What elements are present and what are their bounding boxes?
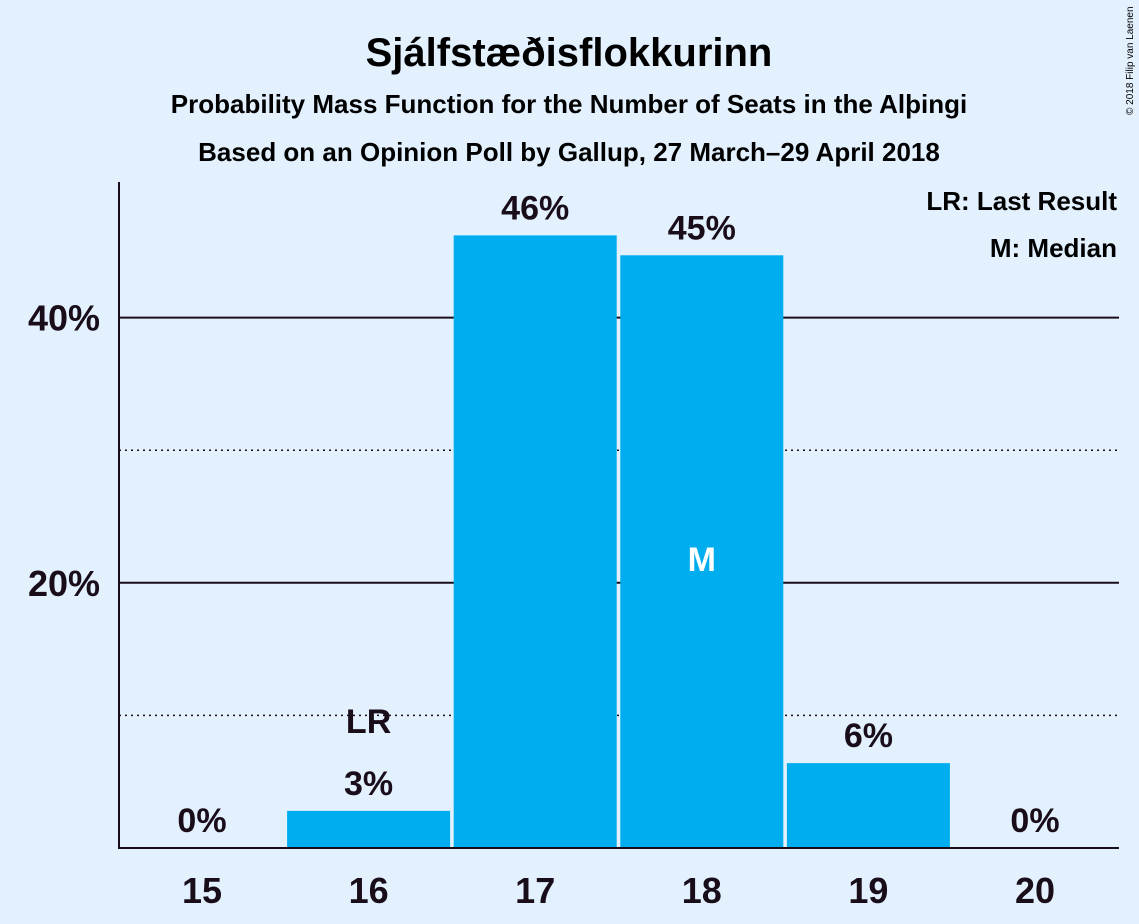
legend-last-result: LR: Last Result [926,186,1117,216]
last-result-marker: LR [346,703,391,741]
x-tick-label: 19 [848,870,888,911]
chart-source: Based on an Opinion Poll by Gallup, 27 M… [198,137,940,167]
bar-17 [453,235,617,848]
y-tick-label: 20% [28,563,100,604]
data-label-20: 0% [1010,802,1059,840]
grid-lines [119,316,1119,717]
bar-16 [287,810,451,848]
x-tick-label: 16 [349,870,389,911]
axes: 20% 40% 15 16 17 18 19 20 [28,182,1119,911]
x-tick-label: 15 [182,870,222,911]
x-tick-label: 18 [682,870,722,911]
chart-subtitle: Probability Mass Function for the Number… [171,89,967,119]
x-tick-label: 20 [1015,870,1055,911]
y-tick-label: 40% [28,298,100,339]
bar-18 [620,255,784,848]
data-label-16: 3% [344,765,393,803]
copyright-text: © 2018 Filip van Laenen [1125,6,1136,115]
x-tick-label: 17 [515,870,555,911]
data-labels: 0% 3% LR 46% 45% M 6% 0% [177,189,1059,840]
data-label-18: 45% [668,209,736,247]
data-label-19: 6% [844,717,893,755]
bars [287,235,950,848]
data-label-17: 46% [501,189,569,227]
legend-median: M: Median [990,233,1117,263]
chart-title: Sjálfstæðisflokkurinn [366,31,773,75]
data-label-15: 0% [177,802,226,840]
bar-19 [786,763,950,848]
median-marker: M [688,541,716,579]
